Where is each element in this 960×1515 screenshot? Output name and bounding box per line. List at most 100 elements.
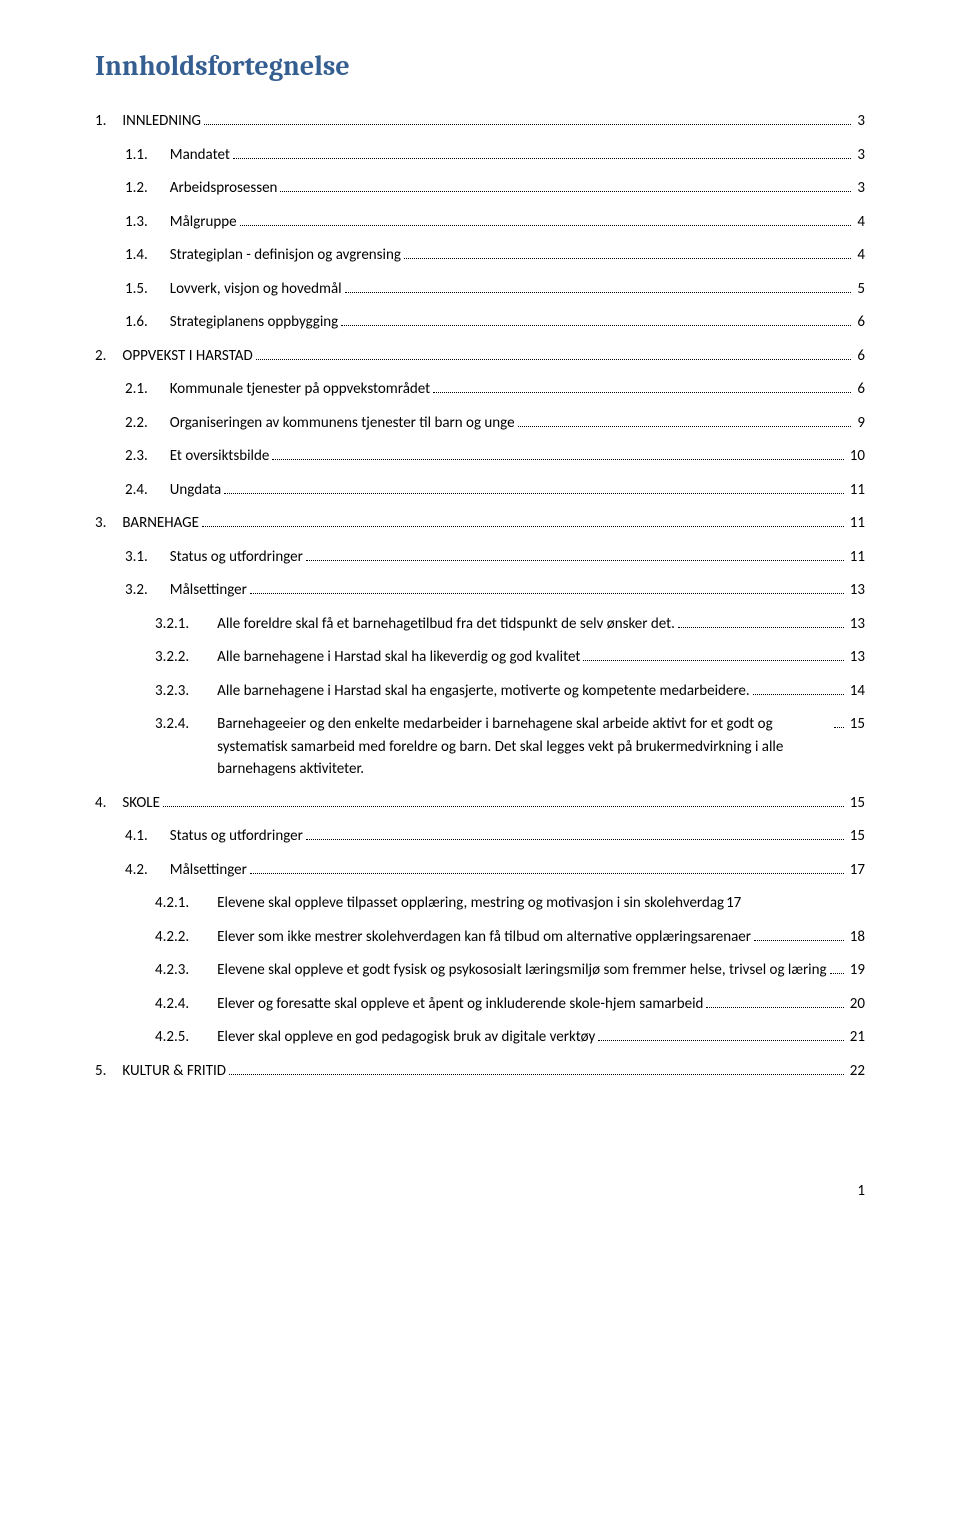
- toc-entry[interactable]: 2.2.Organiseringen av kommunens tjeneste…: [95, 412, 865, 435]
- toc-entry[interactable]: 1.5.Lovverk, visjon og hovedmål 5: [95, 278, 865, 301]
- toc-entry[interactable]: 3.BARNEHAGE11: [95, 512, 865, 535]
- toc-entry-label: Elever og foresatte skal oppleve et åpen…: [217, 993, 703, 1016]
- toc-entry[interactable]: 2.3.Et oversiktsbilde 10: [95, 445, 865, 468]
- toc-leader-dots: [233, 158, 852, 159]
- toc-entry-page: 13: [847, 613, 865, 636]
- toc-leader-dots: [250, 873, 844, 874]
- toc-entry-page: 13: [847, 646, 865, 669]
- toc-entry-label: Elevene skal oppleve et godt fysisk og p…: [217, 959, 826, 982]
- toc-entry-page: 4: [854, 211, 865, 234]
- toc-entry[interactable]: 2.4.Ungdata 11: [95, 479, 865, 502]
- toc-entry[interactable]: 1.1.Mandatet 3: [95, 144, 865, 167]
- toc-entry-label: Ungdata: [170, 479, 221, 502]
- toc-entry-page: 6: [854, 378, 865, 401]
- toc-entry[interactable]: 3.2.4.Barnehageeier og den enkelte medar…: [95, 713, 865, 781]
- toc-leader-dots: [163, 806, 844, 807]
- toc-entry-number: 1.: [95, 110, 122, 133]
- toc-entry[interactable]: 1.4.Strategiplan - definisjon og avgrens…: [95, 244, 865, 267]
- toc-entry-number: 2.1.: [125, 378, 170, 401]
- toc-entry[interactable]: 4.1.Status og utfordringer 15: [95, 825, 865, 848]
- toc-entry[interactable]: 3.2.Målsettinger13: [95, 579, 865, 602]
- toc-entry-page: 15: [847, 792, 865, 815]
- toc-entry-page: 21: [847, 1026, 865, 1049]
- toc-entry-number: 3.2.3.: [155, 680, 217, 703]
- toc-leader-dots: [404, 258, 851, 259]
- toc-entry-page: 15: [847, 713, 865, 736]
- toc-entry[interactable]: 3.2.1.Alle foreldre skal få et barnehage…: [95, 613, 865, 636]
- toc-entry-number: 1.3.: [125, 211, 170, 234]
- toc-entry[interactable]: 4.2.3.Elevene skal oppleve et godt fysis…: [95, 959, 865, 982]
- toc-entry-page: 9: [854, 412, 865, 435]
- toc-entry-label: Barnehageeier og den enkelte medarbeider…: [217, 713, 831, 781]
- toc-entry-number: 4.: [95, 792, 122, 815]
- toc-entry-label: Status og utfordringer: [170, 546, 303, 569]
- toc-entry-label: INNLEDNING: [122, 110, 201, 133]
- toc-leader-dots: [256, 359, 852, 360]
- toc-entry-number: 5.: [95, 1060, 122, 1083]
- toc-entry[interactable]: 1.3.Målgruppe4: [95, 211, 865, 234]
- toc-entry-label: Et oversiktsbilde: [170, 445, 270, 468]
- toc-entry-page: 14: [847, 680, 865, 703]
- toc-entry-page: 15: [847, 825, 865, 848]
- toc-entry-page: 6: [854, 311, 865, 334]
- toc-entry-label: KULTUR & FRITID: [122, 1060, 226, 1083]
- toc-entry-label: Lovverk, visjon og hovedmål: [170, 278, 342, 301]
- toc-leader-dots: [583, 660, 843, 661]
- toc-entry-number: 3.1.: [125, 546, 170, 569]
- toc-entry-number: 3.2.4.: [155, 713, 217, 736]
- toc-leader-dots: [345, 292, 852, 293]
- toc-entry-number: 1.5.: [125, 278, 170, 301]
- toc-entry[interactable]: 2.1.Kommunale tjenester på oppvekstområd…: [95, 378, 865, 401]
- toc-entry-number: 1.4.: [125, 244, 170, 267]
- toc-entry[interactable]: 4.2.2.Elever som ikke mestrer skolehverd…: [95, 926, 865, 949]
- page-footer-number: 1: [95, 1182, 865, 1200]
- toc-entry-page: 10: [847, 445, 865, 468]
- toc-entry-label: Elever som ikke mestrer skolehverdagen k…: [217, 926, 751, 949]
- toc-entry-number: 3.2.1.: [155, 613, 217, 636]
- toc-entry[interactable]: 4.2.Målsettinger17: [95, 859, 865, 882]
- toc-entry-label: Organiseringen av kommunens tjenester ti…: [170, 412, 515, 435]
- toc-entry-label: BARNEHAGE: [122, 512, 199, 535]
- toc-entry-label: Elever skal oppleve en god pedagogisk br…: [217, 1026, 595, 1049]
- toc-entry-number: 2.4.: [125, 479, 170, 502]
- toc-entry-number: 1.1.: [125, 144, 170, 167]
- toc-entry-number: 1.2.: [125, 177, 170, 200]
- toc-entry[interactable]: 3.2.3.Alle barnehagene i Harstad skal ha…: [95, 680, 865, 703]
- toc-entry-number: 4.2.5.: [155, 1026, 217, 1049]
- toc-entry[interactable]: 1.6.Strategiplanens oppbygging6: [95, 311, 865, 334]
- toc-entry-page: 5: [854, 278, 865, 301]
- toc-entry[interactable]: 2.OPPVEKST I HARSTAD6: [95, 345, 865, 368]
- toc-entry-page: 4: [854, 244, 865, 267]
- toc-entry[interactable]: 5.KULTUR & FRITID22: [95, 1060, 865, 1083]
- table-of-contents: 1.INNLEDNING 3 1.1.Mandatet 3 1.2.Arbeidspro…: [95, 110, 865, 1082]
- toc-entry-page: 17: [847, 859, 865, 882]
- toc-leader-dots: [598, 1040, 844, 1041]
- toc-entry-number: 2.3.: [125, 445, 170, 468]
- toc-entry-page: 11: [847, 479, 865, 502]
- toc-leader-dots: [754, 940, 844, 941]
- toc-entry-label: Status og utfordringer: [170, 825, 303, 848]
- toc-entry[interactable]: 3.2.2.Alle barnehagene i Harstad skal ha…: [95, 646, 865, 669]
- toc-entry-page: 3: [854, 144, 865, 167]
- toc-entry[interactable]: 1.INNLEDNING 3: [95, 110, 865, 133]
- toc-entry[interactable]: 3.1.Status og utfordringer 11: [95, 546, 865, 569]
- toc-leader-dots: [306, 839, 844, 840]
- toc-entry[interactable]: 4.SKOLE15: [95, 792, 865, 815]
- toc-entry[interactable]: 4.2.5.Elever skal oppleve en god pedagog…: [95, 1026, 865, 1049]
- toc-leader-dots: [834, 727, 844, 728]
- toc-entry-page: 18: [847, 926, 865, 949]
- toc-entry-page: 11: [847, 546, 865, 569]
- toc-entry[interactable]: 1.2.Arbeidsprosessen3: [95, 177, 865, 200]
- toc-leader-dots: [280, 191, 851, 192]
- toc-entry-number: 4.1.: [125, 825, 170, 848]
- toc-entry-label: Mandatet: [170, 144, 230, 167]
- toc-leader-dots: [341, 325, 851, 326]
- toc-entry-number: 2.: [95, 345, 122, 368]
- toc-leader-dots: [272, 459, 843, 460]
- toc-entry-page: 20: [847, 993, 865, 1016]
- toc-entry-page: 3: [854, 110, 865, 133]
- document-title: Innholdsfortegnelse: [95, 50, 865, 82]
- toc-entry-page: 19: [847, 959, 865, 982]
- toc-entry[interactable]: 4.2.4.Elever og foresatte skal oppleve e…: [95, 993, 865, 1016]
- toc-entry[interactable]: 4.2.1.Elevene skal oppleve tilpasset opp…: [95, 892, 865, 915]
